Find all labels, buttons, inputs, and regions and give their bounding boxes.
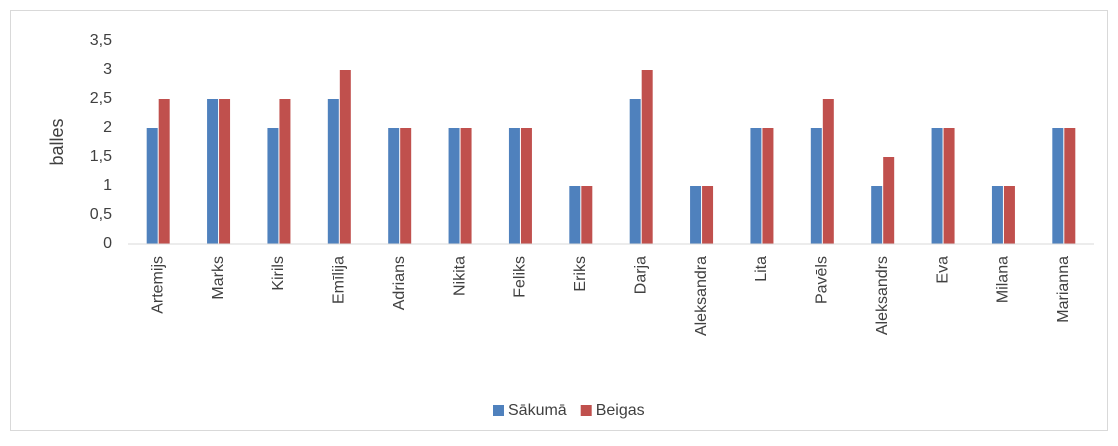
x-tick-label: Milana <box>995 256 1012 303</box>
x-tick-label: Marianna <box>1055 256 1072 323</box>
bar <box>871 186 883 244</box>
x-tick-label: Aleksandrs <box>874 256 891 335</box>
y-tick-label: 3,5 <box>90 32 112 49</box>
x-tick-label: Feliks <box>512 256 529 298</box>
legend-label: Beigas <box>596 402 645 419</box>
bar <box>388 128 400 244</box>
bar <box>750 128 762 244</box>
bar <box>207 99 219 244</box>
y-tick-label: 3 <box>103 61 112 78</box>
x-tick-label: Pavēls <box>814 256 831 304</box>
chart-border <box>10 10 1108 431</box>
bar <box>762 128 774 244</box>
x-tick-label: Adrians <box>391 256 408 310</box>
bar <box>460 128 472 244</box>
bar <box>508 128 520 244</box>
x-tick-label: Eriks <box>572 256 589 292</box>
y-tick-label: 2,5 <box>90 90 112 107</box>
x-tick-label: Kirils <box>270 256 287 291</box>
bar <box>279 99 291 244</box>
bar <box>690 186 702 244</box>
bar <box>641 70 653 244</box>
y-tick-label: 0,5 <box>90 206 112 223</box>
bar <box>702 186 714 244</box>
y-axis-label: balles <box>47 118 67 165</box>
bar <box>158 99 170 244</box>
legend-swatch <box>580 405 592 416</box>
bar <box>931 128 943 244</box>
y-tick-label: 1 <box>103 177 112 194</box>
bar <box>991 186 1003 244</box>
bar <box>1064 128 1076 244</box>
x-tick-label: Emīlija <box>331 256 348 304</box>
x-tick-label: Lita <box>753 256 770 282</box>
bar <box>629 99 641 244</box>
y-tick-label: 2 <box>103 119 112 136</box>
y-tick-label: 1,5 <box>90 148 112 165</box>
bar <box>520 128 532 244</box>
bar <box>339 70 351 244</box>
bar <box>327 99 339 244</box>
x-tick-label: Artemijs <box>149 256 166 314</box>
bar <box>822 99 834 244</box>
x-tick-label: Aleksandra <box>693 256 710 336</box>
bar <box>146 128 158 244</box>
x-tick-label: Darja <box>632 256 649 294</box>
legend-label: Sākumā <box>508 402 567 419</box>
bar <box>810 128 822 244</box>
bar <box>943 128 955 244</box>
x-tick-label: Marks <box>210 256 227 300</box>
bar <box>400 128 412 244</box>
x-tick-label: Eva <box>934 256 951 284</box>
x-tick-label: Nikita <box>451 256 468 296</box>
bar <box>1003 186 1015 244</box>
bar <box>1052 128 1064 244</box>
bar <box>883 157 895 244</box>
legend-swatch <box>493 405 504 416</box>
bar <box>267 128 279 244</box>
bar <box>219 99 231 244</box>
bar <box>448 128 460 244</box>
y-tick-label: 0 <box>103 235 112 252</box>
bar <box>569 186 581 244</box>
bar <box>581 186 593 244</box>
